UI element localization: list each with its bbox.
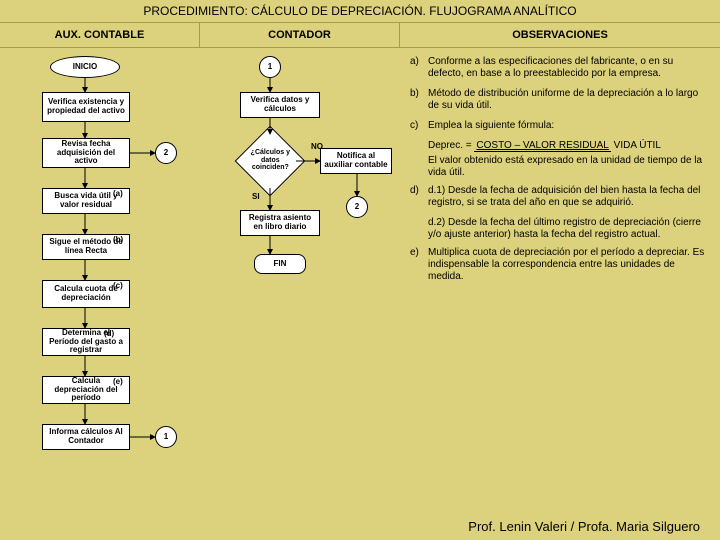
- node-inicio: INICIO: [50, 56, 120, 78]
- obs-c: c)Emplea la siguiente fórmula:: [410, 120, 710, 132]
- obs-d2: d.2) Desde la fecha del último registro …: [428, 217, 710, 241]
- connector-1: 1: [259, 56, 281, 78]
- node-registra: Registra asiento en libro diario: [240, 210, 320, 236]
- column-headers: AUX. CONTABLE CONTADOR OBSERVACIONES: [0, 23, 720, 48]
- obs-d: d)d.1) Desde la fecha de adquisición del…: [410, 185, 710, 209]
- obs-a: a)Conforme a las especificaciones del fa…: [410, 56, 710, 80]
- node-verifica-exist: Verifica existencia y propiedad del acti…: [42, 92, 130, 122]
- col-aux: INICIO Verifica existencia y propiedad d…: [0, 48, 200, 528]
- col-observaciones: a)Conforme a las especificaciones del fa…: [400, 48, 720, 528]
- ref-e: (e): [113, 377, 123, 386]
- node-notifica: Notifica al auxiliar contable: [320, 148, 392, 174]
- flow-area: INICIO Verifica existencia y propiedad d…: [0, 48, 720, 528]
- obs-e: e)Multiplica cuota de depreciación por e…: [410, 247, 710, 283]
- connector-2a: 2: [155, 142, 177, 164]
- col-contador: 1 Verifica datos y cálculos ¿Cálculos y …: [200, 48, 400, 528]
- ref-a: (a): [113, 189, 123, 198]
- formula: Deprec. = COSTO – VALOR RESIDUAL VIDA ÚT…: [428, 140, 710, 151]
- col-header-obs: OBSERVACIONES: [400, 23, 720, 47]
- node-decision: ¿Cálculos y datos coinciden?: [235, 126, 306, 197]
- col-header-contador: CONTADOR: [200, 23, 400, 47]
- ref-c: (c): [113, 281, 123, 290]
- node-determina-periodo: Determina el Período del gasto a registr…: [42, 328, 130, 356]
- col-header-aux: AUX. CONTABLE: [0, 23, 200, 47]
- node-verifica-datos: Verifica datos y cálculos: [240, 92, 320, 118]
- connector-1b: 1: [155, 426, 177, 448]
- label-si: SI: [252, 192, 260, 201]
- node-revisa-fecha: Revisa fecha adquisición del activo: [42, 138, 130, 168]
- page-title: PROCEDIMIENTO: CÁLCULO DE DEPRECIACIÓN. …: [0, 0, 720, 23]
- obs-b: b)Método de distribución uniforme de la …: [410, 88, 710, 112]
- footer-credits: Prof. Lenin Valeri / Profa. Maria Silgue…: [468, 519, 700, 534]
- ref-b: (b): [113, 235, 123, 244]
- connector-2b: 2: [346, 196, 368, 218]
- obs-after-formula: El valor obtenido está expresado en la u…: [428, 155, 710, 179]
- ref-d: (d): [104, 329, 114, 338]
- node-fin: FIN: [254, 254, 306, 274]
- node-informa: Informa cálculos Al Contador: [42, 424, 130, 450]
